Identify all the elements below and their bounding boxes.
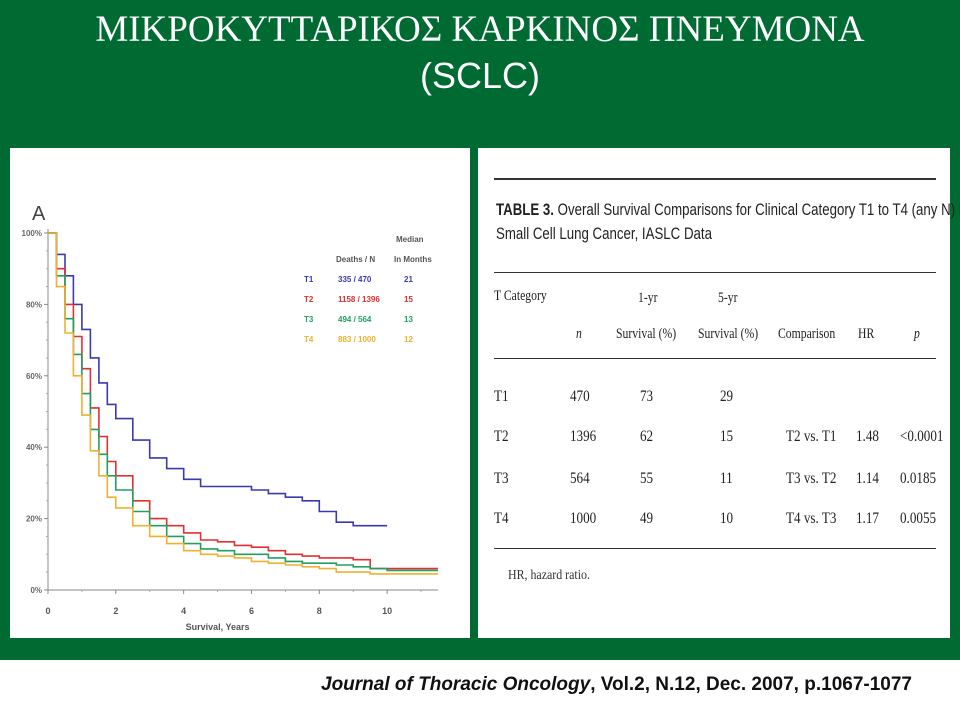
legend-header-deaths: Deaths / N	[336, 255, 375, 264]
table-footnote: HR, hazard ratio.	[508, 568, 590, 583]
legend-entry-name: T1	[304, 275, 314, 284]
survival-chart: A 0% 20% 40% 60% 80% 100% 0 2 4 6 8 10 Survival, Year…	[22, 203, 438, 632]
legend-entry-median: 21	[404, 275, 413, 284]
legend-entry-median: 12	[404, 335, 413, 344]
table-header-1yr-top: 1-yr	[638, 290, 658, 306]
table-group-header: T Category	[494, 288, 547, 304]
table-header-hr: HR	[858, 326, 875, 342]
slide-title: ΜΙΚΡΟΚΥΤΤΑΡΙΚΟΣ ΚΑΡΚΙΝΟΣ ΠΝΕΥΜΟΝΑ	[95, 9, 865, 50]
legend-entry-name: T4	[304, 335, 314, 344]
legend-entry-median: 13	[404, 315, 413, 324]
table-cell-survival-1yr: 55	[640, 470, 654, 487]
slide-subtitle: (SCLC)	[419, 55, 540, 96]
legend-header-months: In Months	[394, 255, 432, 264]
x-tick-label: 2	[113, 606, 118, 616]
citation-journal: Journal of Thoracic Oncology	[321, 674, 591, 695]
table-cell-t: T1	[494, 388, 509, 405]
table-bottom-rule	[494, 548, 936, 549]
legend-entry-name: T3	[304, 315, 314, 324]
citation-details: , Vol.2, N.12, Dec. 2007, p.1067-1077	[590, 674, 912, 695]
x-tick-label: 8	[317, 606, 322, 616]
series-line-t4	[48, 232, 438, 575]
table-cell-n: 470	[570, 388, 590, 405]
legend-entry-deaths: 883 / 1000	[338, 335, 376, 344]
table-header-comparison: Comparison	[778, 326, 836, 342]
table-top-rule	[494, 178, 936, 180]
table-cell-n: 1396	[570, 428, 597, 445]
x-tick-label: 0	[45, 606, 50, 616]
table-header-rule	[494, 358, 936, 359]
panel-label: A	[32, 203, 46, 225]
table-cell-t: T4	[494, 510, 509, 527]
table-cell-comparison: T3 vs. T2	[786, 470, 837, 487]
series-line-t1	[48, 232, 388, 527]
survival-chart-panel: A 0% 20% 40% 60% 80% 100% 0 2 4 6 8 10 Survival, Year…	[10, 148, 470, 638]
table-header-p: p	[914, 326, 920, 342]
table-cell-hr: 1.48	[856, 428, 879, 445]
table-cell-comparison: T4 vs. T3	[786, 510, 837, 527]
y-tick-label: 0%	[30, 586, 42, 595]
x-axis-label: Survival, Years	[186, 622, 250, 632]
table-title-lead: TABLE 3.	[496, 200, 554, 219]
legend-entry-median: 15	[404, 295, 413, 304]
y-tick-label: 100%	[22, 229, 42, 238]
table-cell-n: 564	[570, 470, 590, 487]
x-tick-label: 10	[382, 606, 392, 616]
table-cell-t: T3	[494, 470, 509, 487]
table-cell-survival-1yr: 62	[640, 428, 654, 445]
table-cell-survival-5yr: 15	[720, 428, 734, 445]
table-cell-t: T2	[494, 428, 509, 445]
x-tick-label: 6	[249, 606, 254, 616]
citation: Journal of Thoracic Oncology, Vol.2, N.1…	[321, 674, 912, 696]
table-cell-n: 1000	[570, 510, 597, 527]
legend-entry-name: T2	[304, 295, 314, 304]
table-cell-hr: 1.14	[856, 470, 879, 487]
table-header-1yr: Survival (%)	[616, 326, 677, 342]
table-title-line2: Small Cell Lung Cancer, IASLC Data	[496, 224, 712, 243]
x-tick-label: 4	[181, 606, 186, 616]
table-cell-hr: 1.17	[856, 510, 879, 527]
table-cell-p-value: 0.0055	[900, 510, 937, 527]
y-tick-label: 80%	[26, 300, 42, 309]
legend-entry-deaths: 494 / 564	[338, 315, 372, 324]
legend-entry-deaths: 1158 / 1396	[338, 295, 380, 304]
legend-entry-deaths: 335 / 470	[338, 275, 372, 284]
y-tick-label: 60%	[26, 372, 42, 381]
table-cell-survival-5yr: 10	[720, 510, 734, 527]
survival-table-panel: TABLE 3. Overall Survival Comparisons fo…	[478, 148, 960, 638]
table-header-5yr: Survival (%)	[698, 326, 759, 342]
legend-header-median: Median	[396, 235, 424, 244]
table-cell-survival-5yr: 29	[720, 388, 734, 405]
table-cell-survival-5yr: 11	[720, 470, 733, 487]
table-cell-survival-1yr: 49	[640, 510, 654, 527]
table-title-rule	[494, 272, 936, 273]
table-header-n: n	[576, 326, 582, 342]
table-header-5yr-top: 5-yr	[718, 290, 738, 306]
table-cell-p-value: 0.0185	[900, 470, 937, 487]
y-tick-label: 40%	[26, 443, 42, 452]
table-title-rest: Overall Survival Comparisons for Clinica…	[557, 200, 960, 219]
table-cell-survival-1yr: 73	[640, 388, 654, 405]
table-cell-p-value: <0.0001	[900, 428, 944, 445]
table-cell-comparison: T2 vs. T1	[786, 428, 837, 445]
y-tick-label: 20%	[26, 515, 42, 524]
table-title: TABLE 3. Overall Survival Comparisons fo…	[496, 198, 960, 246]
